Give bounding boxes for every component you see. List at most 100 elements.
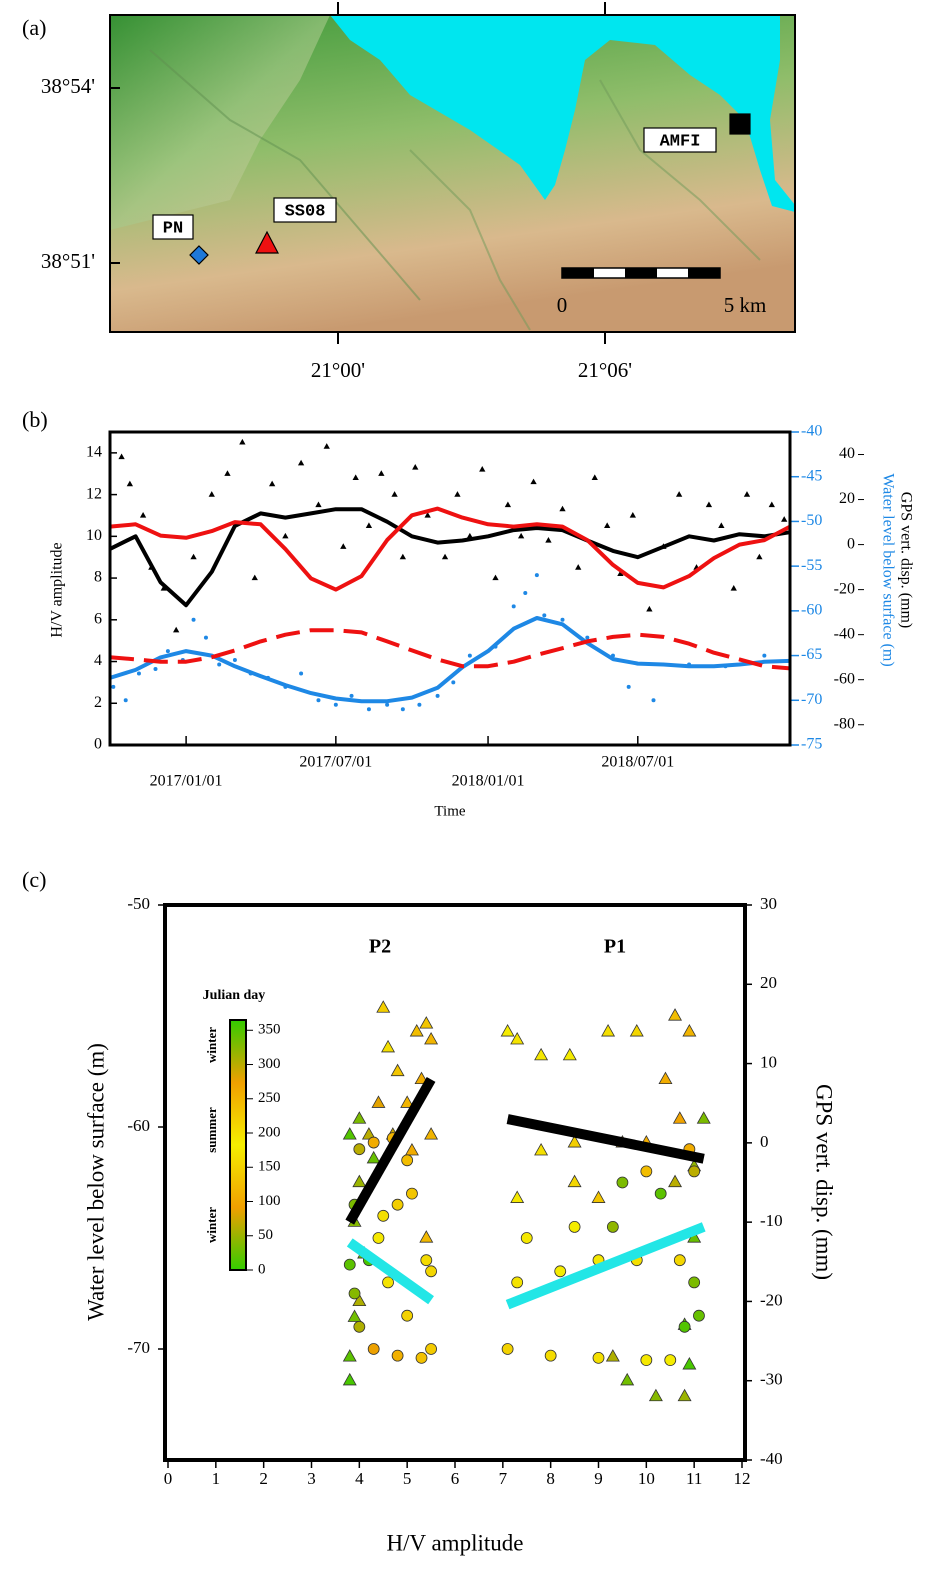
colorbar-tick-label: 100 [258, 1193, 281, 1209]
data-point [646, 605, 653, 612]
data-point [203, 635, 208, 640]
data-point [668, 1174, 683, 1188]
data-point [126, 480, 134, 487]
data-point [530, 478, 537, 485]
series-line [109, 616, 791, 704]
y2-tick-label: -40 [801, 423, 822, 440]
data-point [620, 1372, 635, 1386]
data-point [640, 1165, 653, 1178]
colorbar-tick-label: 350 [258, 1022, 281, 1038]
y2-tick-label: -45 [801, 467, 822, 484]
data-point [591, 1190, 606, 1203]
data-point [492, 574, 499, 581]
data-point [658, 1071, 673, 1085]
data-point [617, 570, 624, 576]
data-point [391, 491, 398, 497]
panel-label: (a) [22, 15, 46, 40]
data-point [511, 1276, 524, 1289]
data-point [297, 459, 305, 466]
y2-tick-label: -60 [801, 602, 822, 619]
data-point [756, 553, 763, 560]
map-x-tick-label: 21°00' [311, 358, 365, 382]
data-point [705, 501, 713, 508]
data-point [762, 653, 767, 658]
data-point [419, 1016, 434, 1029]
plot-area [342, 1000, 711, 1402]
data-point [376, 1000, 391, 1013]
data-point [316, 698, 321, 703]
x-tick-label: 5 [403, 1469, 412, 1488]
data-point [648, 1388, 663, 1402]
data-point [123, 698, 128, 703]
x-tick-label: 1 [212, 1469, 221, 1488]
x-tick-label: 11 [686, 1469, 702, 1488]
data-point [500, 1024, 515, 1037]
x-tick-label: 6 [451, 1469, 460, 1488]
season-label: winter [204, 1027, 219, 1063]
data-point [567, 1174, 582, 1188]
data-point [391, 1349, 404, 1362]
data-point [251, 574, 258, 581]
x-tick-label: 2017/01/01 [150, 773, 223, 790]
series-line [109, 507, 791, 608]
x-tick-label: 8 [546, 1469, 555, 1488]
data-point [232, 658, 237, 663]
station-label-box [152, 214, 194, 240]
y-tick-label: 8 [94, 569, 102, 586]
data-point [349, 693, 354, 698]
fit-line [346, 1238, 434, 1305]
station-marker [189, 245, 209, 265]
data-point [299, 671, 304, 676]
data-point [781, 516, 788, 522]
data-point [568, 1221, 581, 1233]
data-point [401, 1154, 414, 1167]
data-point [425, 1265, 437, 1278]
data-point [139, 511, 147, 518]
data-point [111, 684, 116, 689]
data-point [372, 1232, 385, 1244]
colorbar-tick-label: 300 [258, 1056, 281, 1072]
y3-tick-label: 20 [839, 490, 855, 507]
map-panel [109, 14, 796, 333]
data-point [342, 1372, 357, 1386]
y-tick-label: -60 [127, 1116, 150, 1135]
data-point [217, 662, 222, 667]
colorbar-tick-label: 200 [258, 1124, 281, 1140]
data-point [400, 1095, 415, 1108]
data-point [678, 1320, 691, 1333]
colorbar-tick-label: 50 [258, 1227, 273, 1243]
data-point [688, 1276, 701, 1289]
data-point [343, 1258, 356, 1271]
data-point [542, 613, 547, 618]
y2-axis-label: Water level below surface (m) [879, 473, 896, 666]
data-point [401, 1309, 414, 1322]
x-tick-label: 2 [259, 1469, 268, 1488]
data-point [417, 702, 422, 707]
x-tick-label: 10 [638, 1469, 655, 1488]
data-point [424, 511, 431, 518]
data-point [575, 564, 582, 570]
data-point [501, 1343, 514, 1355]
colorbar-tick-label: 0 [258, 1261, 266, 1277]
data-point [743, 491, 751, 497]
data-point [696, 1111, 711, 1124]
map-y-tick-label: 38°54' [41, 74, 95, 98]
data-point [517, 532, 525, 539]
data-point [224, 470, 231, 476]
data-point [391, 1198, 404, 1211]
y2-tick-label: 30 [760, 894, 777, 913]
data-point [651, 698, 656, 703]
data-point [664, 1354, 677, 1366]
data-point [441, 553, 449, 560]
data-point [390, 1063, 405, 1077]
y3-tick-label: 40 [839, 445, 855, 462]
data-point [640, 1354, 653, 1366]
y3-tick-label: -40 [834, 625, 855, 642]
y-tick-label: 12 [86, 485, 102, 502]
data-point [454, 491, 461, 497]
season-label: winter [204, 1207, 219, 1243]
data-point [353, 1143, 366, 1156]
data-point [191, 617, 196, 622]
x-tick-label: 2017/07/01 [299, 754, 372, 771]
